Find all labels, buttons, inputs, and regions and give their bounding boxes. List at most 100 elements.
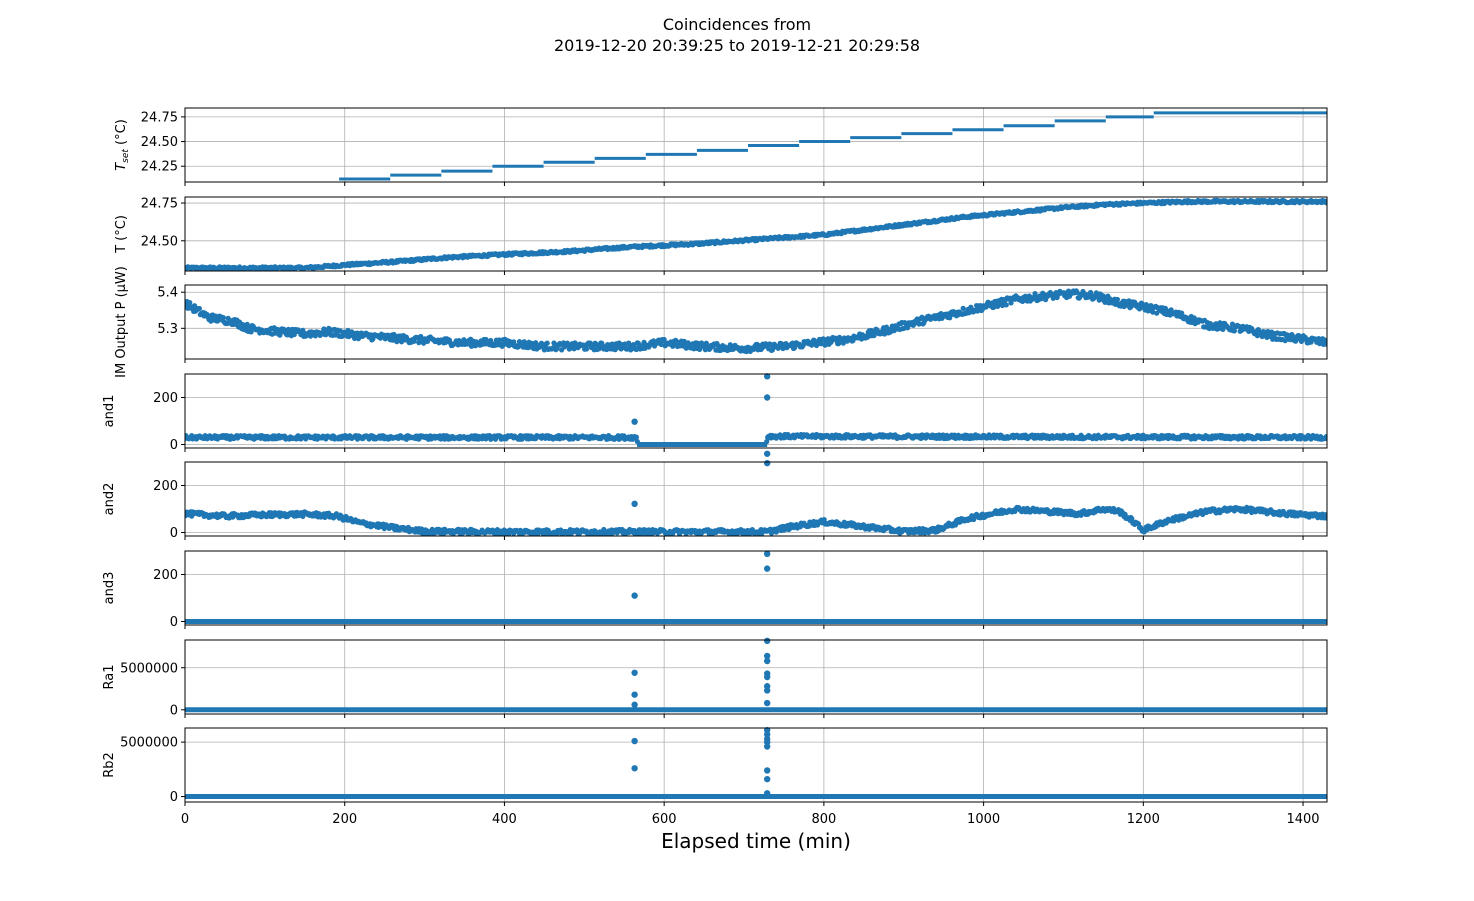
outlier-point [763, 687, 771, 694]
data-point [999, 302, 1006, 309]
grid-ra1 [184, 640, 1327, 714]
data-point [1003, 302, 1009, 308]
outlier-point [763, 394, 771, 401]
series-temp [185, 197, 1327, 271]
outlier-point [631, 765, 638, 772]
y-tick-label: 5.4 [157, 286, 178, 301]
grid-temp [184, 197, 1327, 271]
series-power [185, 288, 1327, 355]
data-point [904, 325, 911, 331]
data-point [1323, 341, 1327, 347]
outlier-point [763, 657, 771, 665]
y-axis-label: and3 [102, 572, 117, 605]
outlier-point [763, 775, 771, 783]
data-point [1323, 515, 1327, 521]
outlier-point [763, 673, 771, 681]
data-point [1008, 300, 1014, 306]
outlier-point [763, 699, 771, 707]
y-tick-label: 5000000 [120, 736, 178, 751]
axes-frame [184, 550, 1328, 626]
axes-frame [184, 284, 1328, 360]
outlier-point [763, 790, 771, 797]
y-axis-label: and2 [102, 483, 117, 516]
outlier-point [763, 743, 771, 750]
y-tick-label: 0 [170, 615, 178, 630]
outlier-point [763, 767, 771, 774]
x-tick-label: 400 [492, 812, 517, 827]
figure-title: Coincidences from 2019-12-20 20:39:25 to… [0, 14, 1474, 56]
data-point [601, 526, 607, 533]
axes-frame [184, 639, 1328, 715]
x-tick-label: 0 [181, 812, 189, 827]
y-tick-label: 0 [170, 438, 178, 453]
data-point [1122, 511, 1128, 517]
data-point [1136, 306, 1143, 312]
grid-tset [184, 108, 1327, 182]
y-tick-label: 5.3 [157, 322, 178, 337]
y-tick-label: 24.75 [141, 110, 178, 125]
data-point [1074, 289, 1080, 296]
series-and2 [185, 504, 1327, 536]
data-point [1323, 433, 1327, 440]
data-point [661, 336, 667, 343]
outlier-point [763, 565, 771, 572]
ylabel-main: T [114, 162, 129, 171]
data-point [248, 329, 254, 335]
x-axis-label: Elapsed time (min) [661, 829, 851, 853]
y-tick-label: 200 [153, 391, 178, 406]
y-tick-label: 0 [170, 526, 178, 541]
outlier-point [631, 500, 638, 508]
title-line-2: 2019-12-20 20:39:25 to 2019-12-21 20:29:… [553, 36, 921, 55]
data-point [1323, 200, 1327, 206]
title-line-1: Coincidences from [662, 15, 812, 34]
data-point [544, 340, 550, 346]
axes-frame [184, 461, 1328, 537]
outlier-point [763, 450, 771, 457]
y-axis-label: Rb2 [102, 752, 117, 778]
y-tick-label: 0 [170, 790, 178, 805]
y-tick-label: 24.75 [141, 197, 178, 212]
data-point [277, 332, 283, 338]
data-point [626, 340, 632, 346]
data-point [196, 305, 202, 312]
data-point [960, 305, 966, 311]
outlier-point [763, 637, 771, 645]
outlier-point [631, 691, 638, 698]
data-point [244, 321, 250, 327]
axes-frame [184, 107, 1328, 183]
data-point [952, 522, 959, 528]
data-point [300, 513, 306, 520]
outlier-point [631, 701, 638, 708]
y-tick-label: 24.25 [141, 160, 178, 175]
outlier-point [631, 418, 638, 425]
data-point [1129, 516, 1135, 522]
y-tick-label: 24.50 [141, 234, 178, 249]
panel-power: 5.3 5.4 IM Output P (μW) [114, 266, 1328, 378]
outlier-point [631, 669, 638, 676]
axes-frame [184, 196, 1328, 272]
outlier-point [631, 592, 638, 599]
outlier-point [763, 373, 771, 380]
ylabel-unit: (°C) [114, 119, 129, 149]
grid-power [184, 285, 1327, 359]
axes-frame [184, 373, 1328, 449]
outlier-point [763, 652, 771, 660]
data-point [355, 336, 362, 342]
data-point [683, 345, 689, 351]
data-point [220, 315, 226, 321]
axes-frame [184, 727, 1328, 803]
grid-and3 [184, 551, 1327, 625]
data-point [1220, 326, 1226, 332]
y-axis-label: IM Output P (μW) [114, 266, 129, 378]
data-point [947, 315, 953, 321]
x-tick-label: 800 [811, 812, 836, 827]
data-point [496, 337, 502, 343]
